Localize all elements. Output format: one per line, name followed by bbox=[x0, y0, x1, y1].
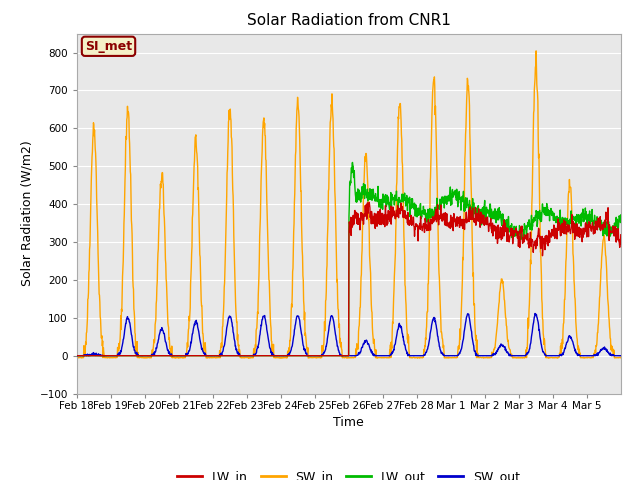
SW_in bbox=[335, 307, 342, 312]
LW_in bbox=[365, 200, 373, 205]
LW_in bbox=[617, 232, 625, 238]
LW_out bbox=[335, 353, 342, 359]
SW_in bbox=[557, 340, 565, 346]
SW_out bbox=[477, 353, 484, 359]
Line: LW_out: LW_out bbox=[77, 162, 621, 356]
SW_in bbox=[324, 217, 332, 223]
SW_in bbox=[611, 355, 618, 360]
LW_in bbox=[73, 353, 81, 359]
LW_out bbox=[158, 353, 166, 359]
SW_in bbox=[477, 355, 485, 360]
Y-axis label: Solar Radiation (W/m2): Solar Radiation (W/m2) bbox=[21, 141, 34, 287]
LW_out bbox=[557, 216, 564, 222]
LW_in bbox=[335, 353, 342, 359]
X-axis label: Time: Time bbox=[333, 416, 364, 429]
SW_out bbox=[73, 353, 81, 359]
LW_in bbox=[158, 353, 166, 359]
LW_out bbox=[349, 159, 356, 165]
LW_in bbox=[557, 222, 564, 228]
SW_out bbox=[557, 352, 564, 358]
SW_out bbox=[158, 325, 166, 331]
LW_out bbox=[73, 353, 81, 359]
Title: Solar Radiation from CNR1: Solar Radiation from CNR1 bbox=[247, 13, 451, 28]
SW_in bbox=[73, 355, 81, 360]
Line: SW_out: SW_out bbox=[77, 313, 621, 356]
LW_in bbox=[477, 214, 485, 220]
SW_out bbox=[617, 353, 625, 359]
SW_in bbox=[532, 48, 540, 54]
LW_in bbox=[610, 233, 618, 239]
LW_out bbox=[324, 353, 332, 359]
SW_out bbox=[335, 348, 342, 353]
SW_in bbox=[158, 172, 166, 178]
Text: SI_met: SI_met bbox=[85, 40, 132, 53]
LW_in bbox=[324, 353, 332, 359]
SW_in bbox=[617, 354, 625, 360]
SW_out bbox=[324, 331, 332, 337]
SW_in bbox=[416, 355, 424, 361]
SW_out bbox=[610, 353, 618, 359]
Line: SW_in: SW_in bbox=[77, 51, 621, 358]
LW_out bbox=[610, 229, 618, 235]
LW_out bbox=[617, 212, 625, 218]
Legend: LW_in, SW_in, LW_out, SW_out: LW_in, SW_in, LW_out, SW_out bbox=[172, 465, 525, 480]
SW_out bbox=[531, 311, 539, 316]
LW_out bbox=[477, 206, 485, 212]
Line: LW_in: LW_in bbox=[77, 203, 621, 356]
